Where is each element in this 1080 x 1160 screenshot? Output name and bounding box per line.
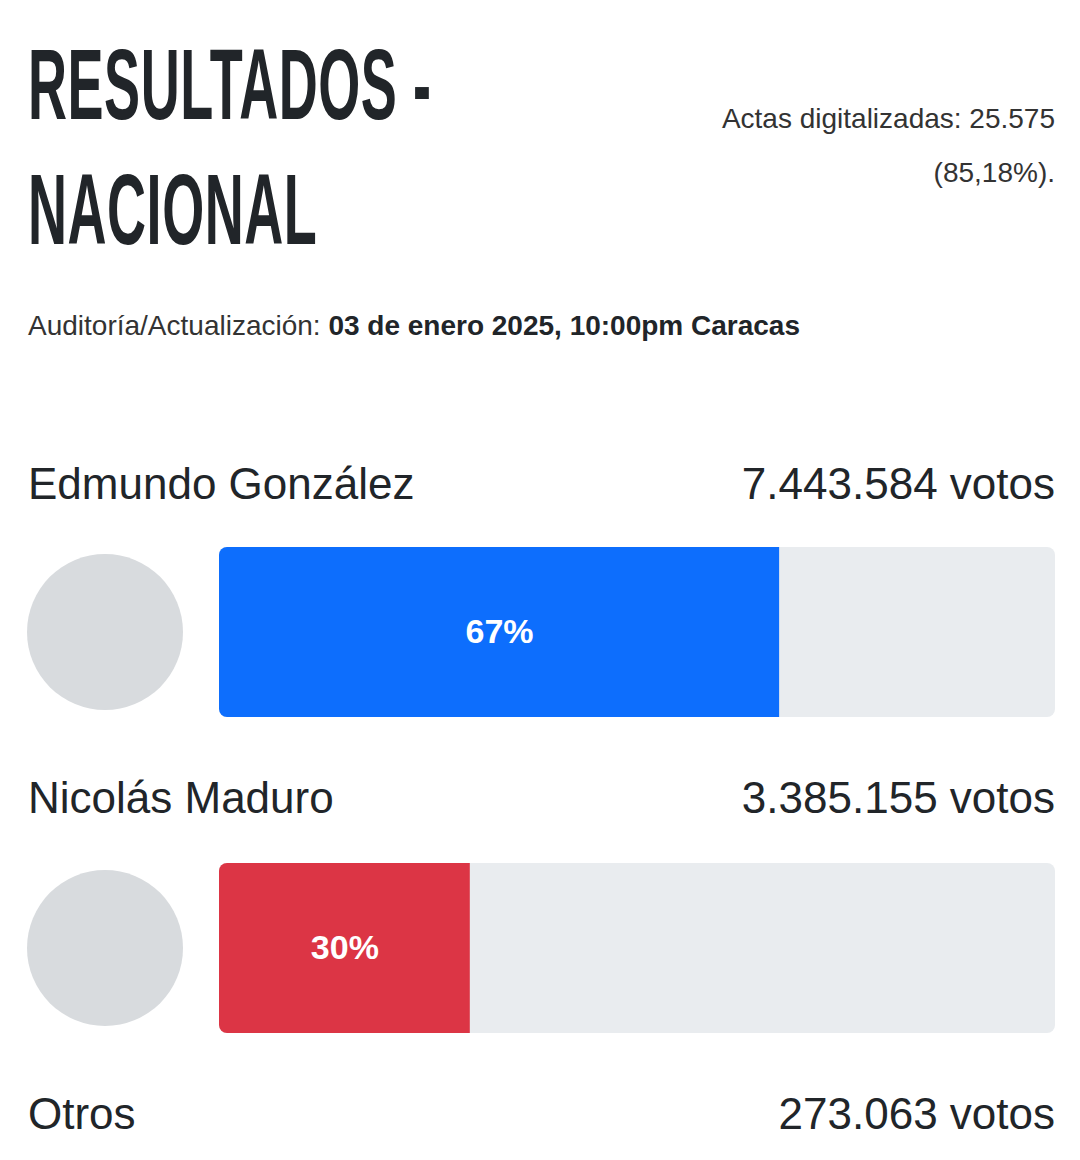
html-text:RESULTADOS - NACIONAL: RESULTADOS - NACIONAL bbox=[28, 28, 432, 265]
html-text:Nicolás Maduro: Nicolás Maduro bbox=[28, 773, 334, 822]
html-text:Actas digitalizadas: 25.575 (8: Actas digitalizadas: 25.575 (85,18%). bbox=[721, 103, 1055, 188]
html-text:Otros: Otros bbox=[28, 1089, 136, 1138]
html-text:Auditoría/Actualización: 03 de: Auditoría/Actualización: 03 de enero 202… bbox=[28, 310, 800, 341]
html-text:7.443.584 votos: 7.443.584 votos bbox=[741, 459, 1055, 508]
svg-text:67%: 67% bbox=[466, 612, 534, 650]
html-text:273.063 votos: 273.063 votos bbox=[778, 1089, 1055, 1138]
html-text:3.385.155 votos: 3.385.155 votos bbox=[741, 773, 1055, 822]
html-text:Edmundo González: Edmundo González bbox=[28, 459, 415, 508]
svg-text:30%: 30% bbox=[311, 928, 379, 966]
